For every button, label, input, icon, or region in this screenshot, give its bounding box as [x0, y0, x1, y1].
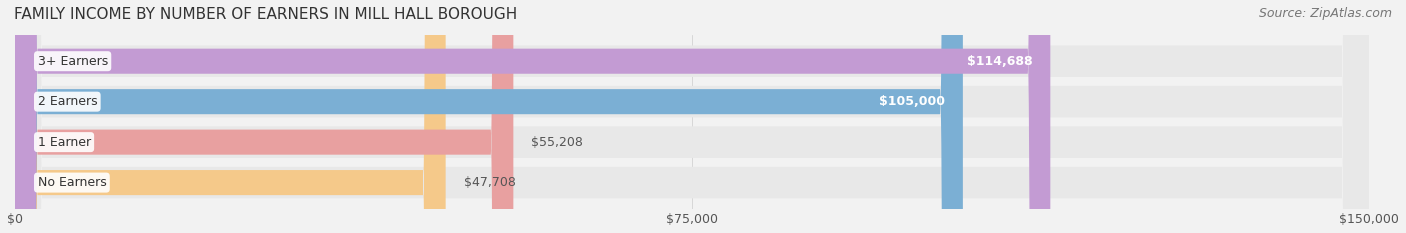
Text: $55,208: $55,208 — [531, 136, 583, 149]
Text: No Earners: No Earners — [38, 176, 107, 189]
Text: 3+ Earners: 3+ Earners — [38, 55, 108, 68]
FancyBboxPatch shape — [15, 0, 1369, 233]
FancyBboxPatch shape — [15, 0, 513, 233]
Text: Source: ZipAtlas.com: Source: ZipAtlas.com — [1258, 7, 1392, 20]
FancyBboxPatch shape — [15, 0, 1369, 233]
Text: $114,688: $114,688 — [967, 55, 1032, 68]
Text: 2 Earners: 2 Earners — [38, 95, 97, 108]
Text: $105,000: $105,000 — [879, 95, 945, 108]
FancyBboxPatch shape — [15, 0, 1369, 233]
Text: FAMILY INCOME BY NUMBER OF EARNERS IN MILL HALL BOROUGH: FAMILY INCOME BY NUMBER OF EARNERS IN MI… — [14, 7, 517, 22]
FancyBboxPatch shape — [15, 0, 1369, 233]
FancyBboxPatch shape — [15, 0, 963, 233]
Text: $47,708: $47,708 — [464, 176, 516, 189]
FancyBboxPatch shape — [15, 0, 1050, 233]
FancyBboxPatch shape — [15, 0, 446, 233]
Text: 1 Earner: 1 Earner — [38, 136, 90, 149]
